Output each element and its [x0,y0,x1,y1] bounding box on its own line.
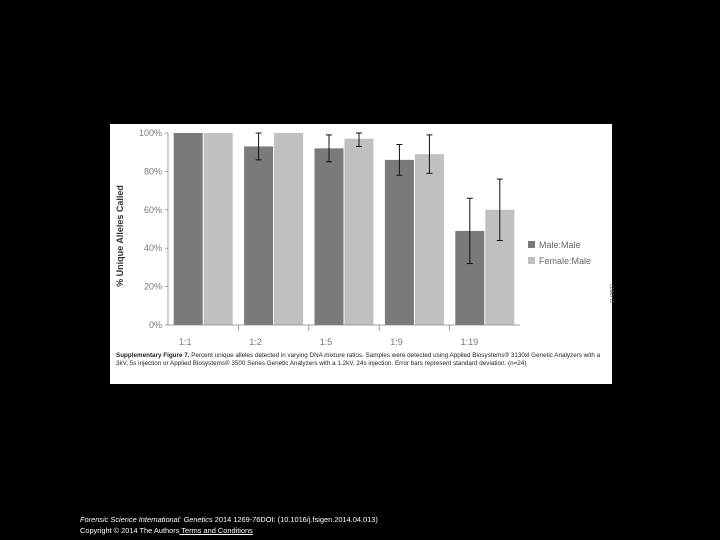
bar [244,146,274,325]
y-tick-label: 0% [149,320,162,330]
bar [414,154,444,325]
y-tick-label: 40% [144,243,162,253]
citation-line: Forensic Science International: Genetics… [80,514,378,525]
y-tick-label: 60% [144,205,162,215]
legend-label: Female:Male [539,256,591,266]
y-tick-label: 80% [144,166,162,176]
x-tick-label: 1:9 [390,337,403,347]
bar [173,133,203,325]
terms-link[interactable]: Terms and Conditions [179,526,253,535]
footer: Forensic Science International: Genetics… [80,514,378,536]
journal-name: Forensic Science International: Genetics [80,515,213,524]
x-tick-label: 1:1 [179,337,192,347]
side-identifier: 1143927 [610,284,616,304]
bar [203,133,233,325]
bar [384,159,414,325]
y-tick-label: 100% [139,128,162,138]
figure-caption: Supplementary Figure 7. Percent unique a… [116,352,606,367]
bar [314,148,344,325]
bars [173,133,515,325]
figure-panel: 0% 20% 40% 60% 80% 100% 1:1 1:2 1:5 1:9 1:19 Male… [110,124,616,384]
legend-swatch [528,257,535,264]
caption-text: Percent unique alleles detected in varyi… [116,352,601,367]
copyright-text: Copyright © 2014 The Authors [80,526,180,535]
bar [344,138,374,325]
bar-chart: 0% 20% 40% 60% 80% 100% 1:1 1:2 1:5 1:9 1:19 Male… [115,128,591,347]
x-tick-label: 1:5 [320,337,333,347]
copyright-line: Copyright © 2014 The Authors Terms and C… [80,525,378,536]
x-tick-label: 1:2 [249,337,262,347]
legend-label: Male:Male [539,240,581,250]
y-axis: 0% 20% 40% 60% 80% 100% [139,128,169,330]
y-axis-label: % Unique Alleles Called [115,185,125,287]
bar [274,133,304,325]
y-tick-label: 20% [144,282,162,292]
legend-swatch [528,241,535,248]
error-bars [255,132,503,265]
citation-text: 2014 1269-76DOI: (10.1016/j.fsigen.2014.… [212,515,378,524]
legend: Male:Male Female:Male [528,240,591,266]
x-axis: 1:1 1:2 1:5 1:9 1:19 [168,324,520,347]
caption-label: Supplementary Figure 7. [116,352,190,359]
x-tick-label: 1:19 [461,337,479,347]
